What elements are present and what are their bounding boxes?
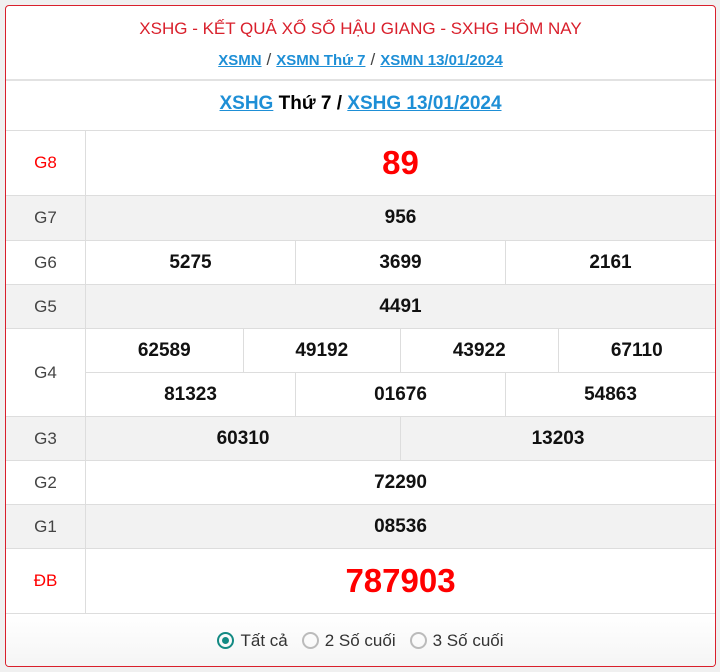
prize-row-g2: G2 72290: [6, 461, 715, 505]
breadcrumb-xsmn-thu7[interactable]: XSMN Thứ 7: [276, 52, 366, 69]
separator: /: [266, 50, 272, 69]
prize-number: 3699: [295, 241, 505, 284]
prize-number: 2161: [505, 241, 715, 284]
breadcrumb-xsmn-date[interactable]: XSMN 13/01/2024: [380, 52, 503, 69]
prize-label: G5: [6, 285, 86, 328]
prize-number: 49192: [242, 329, 401, 372]
breadcrumb: XSMN / XSMN Thứ 7/XSMN 13/01/2024: [6, 50, 715, 70]
prize-number: 13203: [400, 417, 715, 460]
prize-label: G2: [6, 461, 86, 504]
prize-number: 62589: [137, 339, 191, 361]
filter-label: Tất cả: [240, 630, 288, 650]
header: XSHG - KẾT QUẢ XỔ SỐ HẬU GIANG - SXHG HÔ…: [6, 6, 715, 81]
day-label: Thứ 7: [278, 93, 332, 114]
prize-number: 89: [382, 144, 419, 181]
lottery-results-panel: XSHG - KẾT QUẢ XỔ SỐ HẬU GIANG - SXHG HÔ…: [5, 5, 716, 667]
xshg-date-link[interactable]: XSHG 13/01/2024: [347, 93, 502, 114]
digit-filter: Tất cả 2 Số cuối 3 Số cuối: [6, 614, 715, 666]
prize-label: G4: [6, 329, 86, 416]
prize-label: G1: [6, 505, 86, 548]
prize-row-g6: G6 5275 3699 2161: [6, 241, 715, 285]
filter-last-3[interactable]: 3 Số cuối: [409, 630, 504, 651]
filter-label: 3 Số cuối: [432, 630, 504, 650]
prize-number: 956: [384, 207, 417, 228]
prize-row-đb: ĐB 787903: [6, 549, 715, 614]
prize-number: 4491: [379, 295, 422, 317]
prize-number: 81323: [164, 383, 217, 405]
radio-icon[interactable]: [409, 632, 427, 649]
prize-row-g4: G4 62589 49192 43922 67110 81323 01676 54863: [6, 329, 715, 417]
radio-icon[interactable]: [301, 632, 319, 649]
filter-all[interactable]: Tất cả: [217, 630, 288, 651]
prize-label: ĐB: [6, 549, 86, 613]
breadcrumb-xsmn[interactable]: XSMN: [218, 52, 262, 69]
prize-number: 67110: [557, 329, 716, 372]
radio-icon[interactable]: [217, 632, 235, 649]
prize-row-g1: G1 08536: [6, 505, 715, 549]
subheader: XSHG Thứ 7 / XSHG 13/01/2024: [6, 81, 715, 131]
prize-number: 787903: [345, 562, 456, 599]
filter-last-2[interactable]: 2 Số cuối: [301, 630, 396, 651]
prize-number: 72290: [374, 471, 427, 493]
filter-label: 2 Số cuối: [324, 630, 396, 650]
prize-row-g3: G3 60310 13203: [6, 417, 715, 461]
prize-row-g5: G5 4491: [6, 285, 715, 329]
prize-row-g8: G8 89: [6, 131, 715, 196]
prize-label: G7: [6, 196, 86, 240]
xshg-link[interactable]: XSHG: [219, 93, 274, 114]
prize-label: G6: [6, 241, 86, 284]
prize-number: 43922: [400, 329, 558, 372]
prize-row-g7: G7 956: [6, 196, 715, 241]
prize-label: G3: [6, 417, 86, 460]
prize-number: 01676: [295, 373, 505, 416]
prize-label: G8: [6, 131, 86, 195]
prize-number: 08536: [374, 515, 427, 537]
prize-number: 5275: [169, 251, 212, 273]
separator: /: [336, 93, 343, 114]
prize-number: 54863: [505, 373, 715, 416]
prize-number: 60310: [216, 427, 270, 449]
page-title: XSHG - KẾT QUẢ XỔ SỐ HẬU GIANG - SXHG HÔ…: [139, 19, 582, 38]
results-table: G8 89 G7 956 G6 5275 3699 2161 G5 4491 G4 62589 4919…: [6, 131, 715, 614]
separator: /: [370, 50, 376, 69]
